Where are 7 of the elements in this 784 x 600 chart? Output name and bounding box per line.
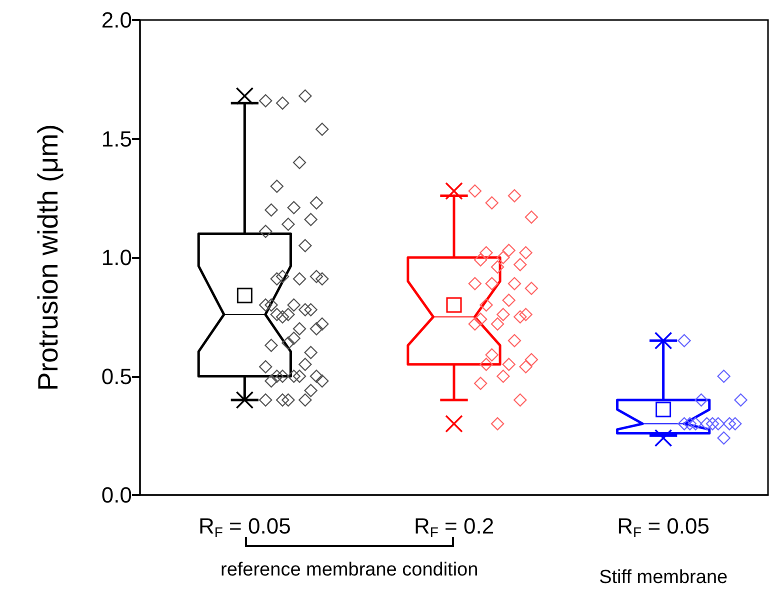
y-tick-label: 1.5 (101, 126, 132, 152)
y-tick-label: 0.5 (101, 364, 132, 389)
y-tick-label: 1.0 (101, 245, 132, 270)
y-axis-title: Protrusion width (μm) (32, 124, 64, 391)
y-tick-label: 2.0 (101, 8, 132, 32)
y-tick-label: 0.0 (101, 482, 132, 508)
text: reference membrane condition (220, 560, 478, 580)
